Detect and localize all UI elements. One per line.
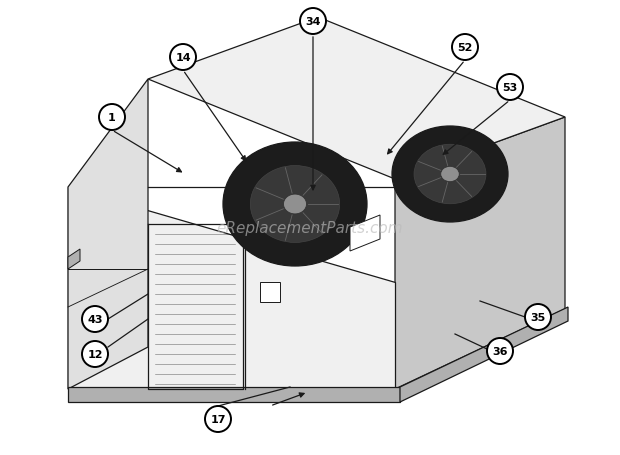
Ellipse shape	[392, 127, 508, 222]
Polygon shape	[260, 283, 280, 302]
Circle shape	[205, 406, 231, 432]
Polygon shape	[68, 80, 148, 389]
Circle shape	[452, 35, 478, 61]
Ellipse shape	[223, 143, 367, 267]
Text: eReplacementParts.com: eReplacementParts.com	[216, 220, 404, 235]
Ellipse shape	[250, 166, 340, 243]
Polygon shape	[68, 387, 400, 402]
Circle shape	[487, 338, 513, 364]
Text: 34: 34	[305, 17, 321, 27]
Text: 52: 52	[458, 43, 472, 53]
Text: 17: 17	[210, 414, 226, 424]
Polygon shape	[350, 216, 380, 252]
Ellipse shape	[283, 195, 306, 214]
Circle shape	[82, 341, 108, 367]
Circle shape	[300, 9, 326, 35]
Circle shape	[497, 75, 523, 101]
Polygon shape	[68, 249, 80, 269]
Circle shape	[170, 45, 196, 71]
Circle shape	[525, 304, 551, 330]
Ellipse shape	[441, 167, 459, 182]
Text: 43: 43	[87, 314, 103, 324]
Text: 12: 12	[87, 349, 103, 359]
Polygon shape	[400, 307, 568, 402]
Ellipse shape	[414, 145, 486, 204]
Circle shape	[99, 105, 125, 131]
Polygon shape	[68, 187, 395, 389]
Polygon shape	[148, 18, 565, 180]
Text: 36: 36	[492, 346, 508, 356]
Circle shape	[82, 306, 108, 332]
Text: 35: 35	[530, 312, 546, 322]
Text: 53: 53	[502, 83, 518, 93]
Text: 14: 14	[175, 53, 191, 63]
Text: 1: 1	[108, 113, 116, 123]
Polygon shape	[395, 118, 565, 389]
